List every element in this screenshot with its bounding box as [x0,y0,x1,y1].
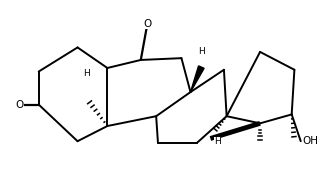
Text: O: O [143,19,151,29]
Text: H: H [198,47,205,56]
Text: OH: OH [302,136,318,146]
Text: H: H [83,69,90,78]
Polygon shape [190,66,204,92]
Text: O: O [15,100,23,110]
Text: H: H [214,137,221,146]
